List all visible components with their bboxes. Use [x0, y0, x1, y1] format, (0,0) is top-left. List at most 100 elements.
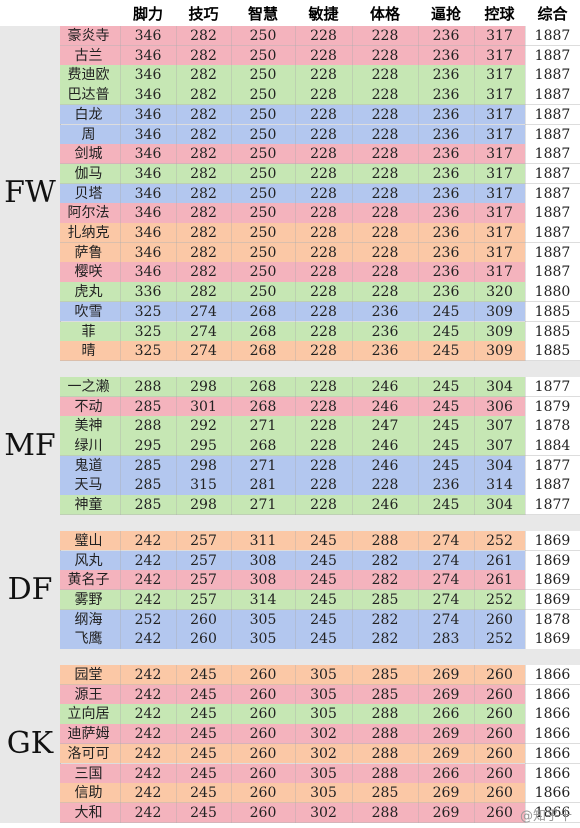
- stat-agility: 228: [310, 67, 337, 84]
- stat-footpower: 242: [134, 552, 162, 569]
- stat-overall: 1877: [525, 495, 580, 515]
- player-name: 菲: [81, 323, 96, 340]
- table-row: 鬼道 285 298 271 228 246 245 304: [60, 455, 525, 476]
- stat-footpower: 242: [134, 532, 162, 549]
- player-name: 飞鹰: [74, 631, 103, 648]
- stat-pressing: 274: [432, 611, 460, 628]
- stat-overall: 1866: [525, 763, 580, 784]
- stat-overall: 1887: [525, 262, 580, 283]
- stat-agility: 305: [310, 765, 337, 782]
- stat-technique: 245: [190, 745, 217, 762]
- stat-wisdom: 260: [249, 706, 277, 723]
- stat-agility: 305: [310, 667, 337, 683]
- table-row: 白龙 346 282 250 228 228 236 317: [60, 104, 525, 125]
- stat-agility: 305: [310, 686, 337, 703]
- stat-wisdom: 250: [249, 87, 277, 104]
- stat-technique: 282: [190, 185, 217, 202]
- stat-pressing: 236: [432, 87, 460, 104]
- stat-agility: 228: [310, 343, 337, 360]
- stat-physique: 236: [371, 303, 399, 320]
- stat-footpower: 346: [134, 146, 162, 163]
- header-wisdom: 智慧: [247, 5, 278, 23]
- stat-pressing: 236: [432, 165, 460, 182]
- stat-overall: 1887: [525, 124, 580, 145]
- stat-ball-control: 260: [486, 745, 513, 762]
- position-label: GK: [6, 725, 54, 761]
- stat-technique: 245: [190, 785, 217, 802]
- stat-ball-control: 317: [486, 225, 513, 241]
- stat-ball-control: 306: [486, 398, 513, 415]
- stat-pressing: 266: [432, 706, 460, 723]
- stat-ball-control: 309: [486, 303, 513, 320]
- stat-physique: 228: [371, 87, 399, 104]
- column-divider: [295, 376, 296, 515]
- stat-physique: 228: [371, 47, 399, 64]
- stat-physique: 228: [371, 126, 399, 143]
- stat-pressing: 236: [432, 205, 460, 222]
- stat-ball-control: 304: [486, 457, 513, 474]
- stat-footpower: 242: [134, 804, 162, 821]
- stat-physique: 228: [371, 264, 399, 281]
- stat-technique: 274: [190, 343, 217, 360]
- stat-overall: 1869: [525, 550, 580, 571]
- table-row: 璧山 242 257 311 245 288 274 252: [60, 530, 525, 551]
- stat-footpower: 242: [134, 726, 162, 743]
- stat-wisdom: 260: [249, 726, 277, 743]
- table-row: 菲 325 274 268 228 236 245 309: [60, 321, 525, 342]
- column-divider: [231, 530, 232, 649]
- stat-footpower: 242: [134, 667, 162, 683]
- stat-pressing: 236: [432, 106, 460, 123]
- player-name: 信助: [74, 785, 103, 802]
- stat-ball-control: 304: [486, 378, 513, 395]
- table-row: 天马 285 315 281 228 228 236 314: [60, 475, 525, 496]
- stat-ball-control: 260: [486, 785, 513, 802]
- stat-overall: 1866: [525, 802, 580, 823]
- stat-pressing: 236: [432, 28, 460, 44]
- stat-wisdom: 250: [249, 67, 277, 84]
- table-row: 一之濑 288 298 268 228 246 245 304: [60, 376, 525, 397]
- stat-footpower: 346: [134, 67, 162, 84]
- stat-overall: 1887: [525, 45, 580, 66]
- stat-overall: 1869: [525, 530, 580, 551]
- stat-ball-control: 260: [486, 667, 513, 683]
- stat-pressing: 245: [432, 323, 460, 340]
- stat-physique: 246: [371, 398, 399, 415]
- stat-footpower: 285: [134, 477, 162, 494]
- player-name: 立向居: [67, 706, 110, 723]
- stat-pressing: 283: [432, 631, 460, 648]
- stat-wisdom: 268: [249, 343, 277, 360]
- stat-technique: 298: [190, 457, 217, 474]
- stat-agility: 245: [310, 611, 337, 628]
- stat-footpower: 336: [134, 284, 162, 301]
- player-name: 晴: [81, 343, 96, 360]
- table-row: 神童 285 298 271 228 246 245 304: [60, 495, 525, 515]
- stat-physique: 288: [371, 532, 399, 549]
- table-row: 豪炎寺 346 282 250 228 228 236 317: [60, 26, 525, 46]
- watermark-text: @知乎十: [519, 809, 572, 824]
- table-row: 纲海 252 260 305 245 282 274 260: [60, 609, 525, 630]
- stat-ball-control: 314: [486, 477, 513, 494]
- stat-ball-control: 260: [486, 706, 513, 723]
- table-row: 樱咲 346 282 250 228 228 236 317: [60, 262, 525, 283]
- stat-footpower: 242: [134, 591, 162, 608]
- stat-ball-control: 304: [486, 497, 513, 514]
- player-name: 萨鲁: [74, 244, 103, 261]
- stat-pressing: 274: [432, 532, 460, 549]
- stat-wisdom: 268: [249, 303, 277, 320]
- stat-wisdom: 250: [249, 106, 277, 123]
- stat-technique: 257: [190, 572, 217, 589]
- column-divider: [176, 530, 177, 649]
- column-divider: [295, 530, 296, 649]
- stat-ball-control: 307: [486, 418, 513, 435]
- stat-pressing: 236: [432, 264, 460, 281]
- stat-agility: 245: [310, 552, 337, 569]
- stat-pressing: 245: [432, 398, 460, 415]
- stat-pressing: 274: [432, 572, 460, 589]
- stat-pressing: 236: [432, 284, 460, 301]
- stat-technique: 298: [190, 497, 217, 514]
- stat-wisdom: 250: [249, 225, 277, 241]
- table-row: 雾野 242 257 314 245 285 274 252: [60, 589, 525, 610]
- stat-pressing: 245: [432, 457, 460, 474]
- stat-pressing: 269: [432, 785, 460, 802]
